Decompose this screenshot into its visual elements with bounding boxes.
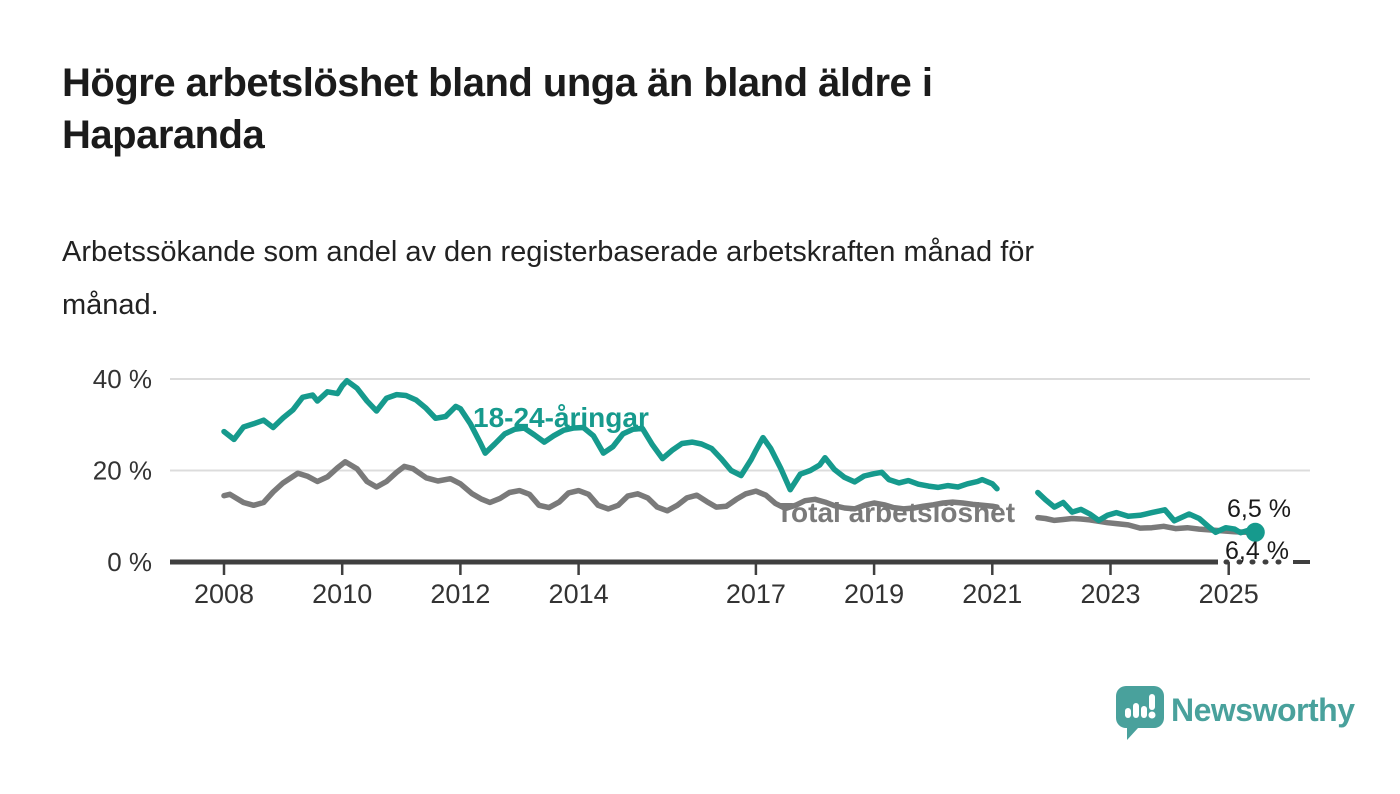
page-title-line1: Högre arbetslöshet bland unga än bland ä… xyxy=(62,61,933,105)
unemployment-line-chart: 40 % 20 % 0 % 2008 2010 2012 2014 2017 2019 2021… xyxy=(93,364,1310,609)
youth-unemployment-line xyxy=(221,378,1259,536)
bar-2 xyxy=(1133,703,1139,718)
chart-subtitle-line1: Arbetssökande som andel av den registerb… xyxy=(62,236,1035,268)
youth-end-value-label: 6,5 % xyxy=(1227,495,1291,523)
x-axis-tick-label-2017: 2017 xyxy=(726,579,786,609)
chart-subtitle: Arbetssökande som andel av den registerb… xyxy=(62,226,1362,332)
total-end-value-label: 6,4 % xyxy=(1225,537,1289,565)
page-title-line2: Haparanda xyxy=(62,113,265,157)
x-axis-tick-label-2019: 2019 xyxy=(844,579,904,609)
x-axis-tick-label-2014: 2014 xyxy=(549,579,609,609)
x-axis-tick-label-2008: 2008 xyxy=(194,579,254,609)
x-axis-tick-label-2012: 2012 xyxy=(430,579,490,609)
x-axis-tick-label-2010: 2010 xyxy=(312,579,372,609)
x-axis-tick-label-2023: 2023 xyxy=(1080,579,1140,609)
youth-series-label: 18-24-åringar xyxy=(473,402,649,433)
bar-1 xyxy=(1125,708,1131,718)
y-axis-tick-label: 20 % xyxy=(93,456,152,486)
y-gridlines-and-labels: 40 % 20 % 0 % xyxy=(93,364,1310,577)
bar-3 xyxy=(1141,706,1147,718)
youth-series-end-dot xyxy=(1245,522,1265,542)
exclamation-dot xyxy=(1148,711,1156,719)
newsworthy-logo-icon xyxy=(1116,686,1164,740)
y-axis-tick-label: 40 % xyxy=(93,364,152,394)
total-series-label: Total arbetslöshet xyxy=(776,497,1015,528)
speech-bubble-shape xyxy=(1116,686,1164,740)
exclamation-stem xyxy=(1149,694,1155,710)
newsworthy-brand: Newsworthy xyxy=(1116,686,1355,742)
x-axis-tick-label-2025: 2025 xyxy=(1199,579,1259,609)
page-title: Högre arbetslöshet bland unga än bland ä… xyxy=(62,57,1362,161)
brand-name: Newsworthy xyxy=(1171,692,1355,728)
y-axis-tick-label: 0 % xyxy=(107,547,152,577)
x-axis-ticks-and-labels: 2008 2010 2012 2014 2017 2019 2021 2023 2025 xyxy=(194,562,1259,609)
chart-subtitle-line2: månad. xyxy=(62,289,159,321)
x-axis-tick-label-2021: 2021 xyxy=(962,579,1022,609)
